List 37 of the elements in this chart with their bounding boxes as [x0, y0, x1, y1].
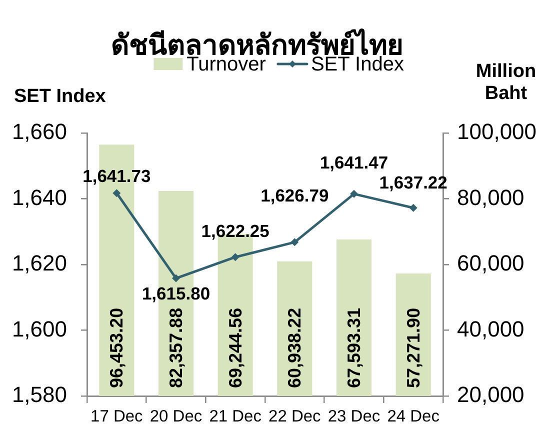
legend-label: SET Index	[310, 54, 404, 76]
y-tick-label: 1,660	[12, 119, 67, 144]
data-label: 82,357.88	[166, 308, 186, 388]
x-tick-label: 24 Dec	[387, 407, 440, 426]
y-axis-title: SET Index	[14, 86, 106, 108]
x-tick-label: 20 Dec	[150, 407, 202, 426]
y2-tick-label: 80,000	[457, 184, 524, 210]
data-label: 1,622.25	[201, 220, 270, 241]
data-label: 60,938.22	[284, 308, 305, 388]
point	[172, 274, 180, 282]
y-tick-label: 1,580	[12, 382, 67, 408]
y-tick-label: 1,600	[12, 316, 67, 342]
data-label: 69,244.56	[225, 308, 246, 388]
point	[290, 238, 299, 246]
point	[409, 204, 418, 212]
data-label: 96,453.20	[106, 308, 127, 388]
data-label: 1,641.47	[320, 152, 388, 172]
y2-tick-label: 100,000	[457, 119, 537, 144]
y2-axis-title: Million Baht	[476, 61, 536, 104]
point	[231, 253, 240, 262]
data-label: 67,593.31	[344, 308, 364, 388]
point	[350, 190, 358, 198]
x-tick-label: 23 Dec	[328, 407, 380, 426]
data-label: 1,637.22	[379, 172, 448, 192]
y-tick-label: 1,640	[12, 184, 67, 210]
data-label: 1,641.73	[82, 166, 151, 186]
y2-tick-label: 20,000	[457, 382, 524, 408]
y2-tick-label: 40,000	[457, 316, 524, 342]
data-label: 1,615.80	[142, 283, 210, 304]
x-tick-label: 17 Dec	[90, 407, 143, 426]
x-tick-label: 22 Dec	[268, 407, 321, 426]
point	[112, 189, 121, 198]
data-label: 1,626.79	[260, 185, 329, 206]
data-label: 57,271.90	[403, 308, 424, 388]
x-tick-label: 21 Dec	[209, 407, 262, 426]
y-tick-label: 1,620	[12, 250, 67, 276]
y2-tick-label: 60,000	[457, 250, 524, 276]
